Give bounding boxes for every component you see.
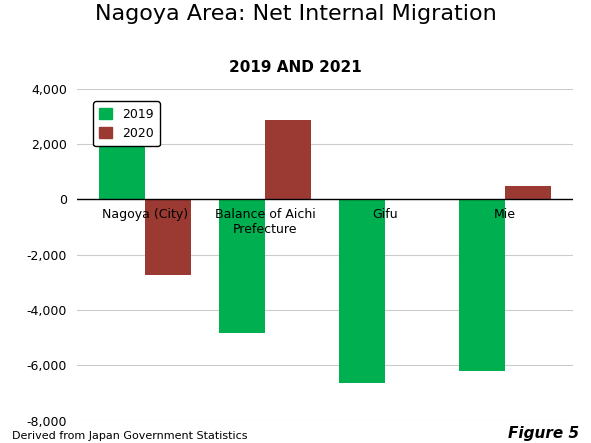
Text: Mie: Mie [494,208,516,221]
Bar [505,186,551,199]
Text: Figure 5: Figure 5 [508,426,579,441]
Text: Nagoya Area: Net Internal Migration: Nagoya Area: Net Internal Migration [95,4,496,24]
Bar [145,199,191,276]
Text: Balance of Aichi
Prefecture: Balance of Aichi Prefecture [215,208,316,236]
Bar [99,106,145,199]
Legend: 2019, 2020: 2019, 2020 [93,101,160,146]
Text: 2019 AND 2021: 2019 AND 2021 [229,60,362,75]
Text: Gifu: Gifu [372,208,398,221]
Text: Nagoya (City): Nagoya (City) [102,208,188,221]
Text: Derived from Japan Government Statistics: Derived from Japan Government Statistics [12,431,247,441]
Bar [265,120,311,199]
Bar [459,199,505,371]
Bar [339,199,385,384]
Bar [219,199,265,333]
